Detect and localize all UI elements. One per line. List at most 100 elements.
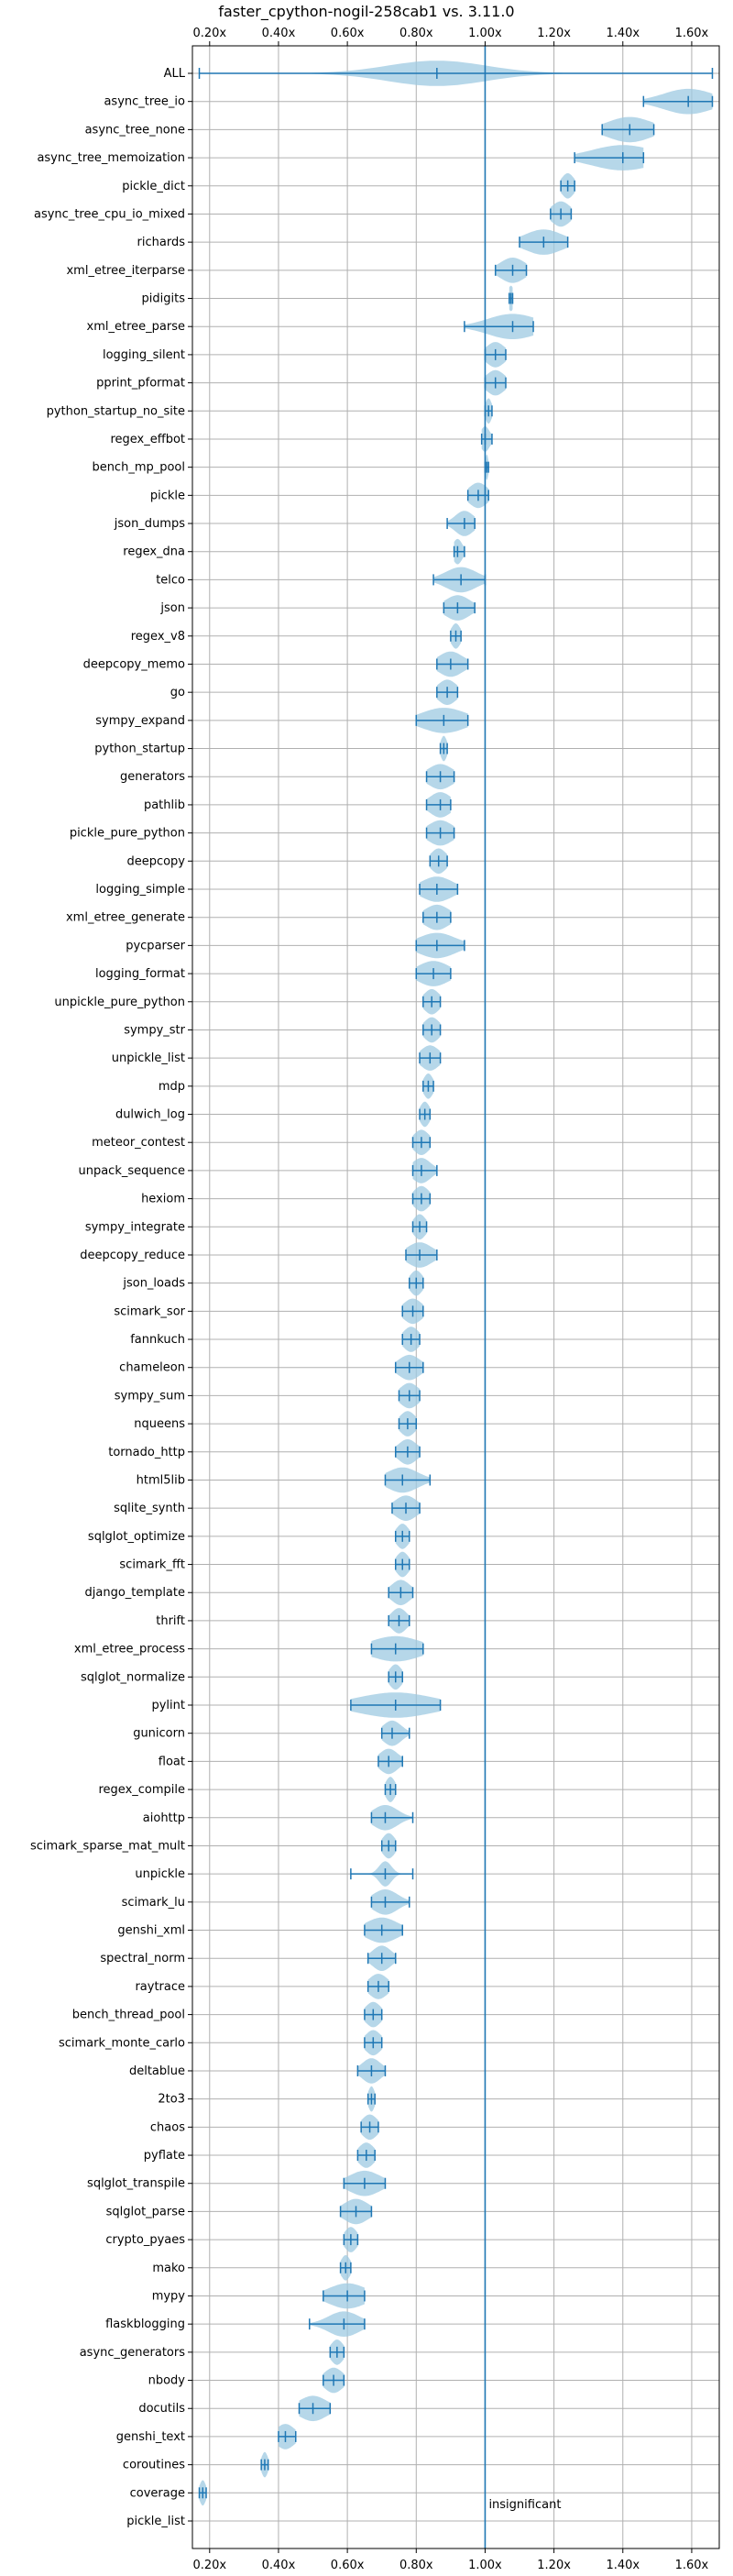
axis-layer: 0.20x 0.20x 0.40x 0.40x 0.60x 0.60x 0.80x 0.80x… <box>30 27 720 2572</box>
x-tick-label-bottom: 0.60x <box>331 2559 365 2572</box>
y-tick-label: chaos <box>150 2120 185 2134</box>
y-tick-label: float <box>159 1755 185 1768</box>
x-tick-label-top: 1.60x <box>675 27 709 40</box>
y-tick-label: async_generators <box>80 2346 186 2360</box>
y-tick-label: sympy_expand <box>95 714 185 728</box>
y-tick-label: sympy_str <box>124 1023 185 1037</box>
y-tick-label: sqlglot_optimize <box>88 1530 185 1544</box>
y-tick-label: unpack_sequence <box>78 1164 185 1178</box>
y-tick-label: go <box>170 686 185 699</box>
y-tick-label: pathlib <box>144 798 185 812</box>
y-tick-label: python_startup_no_site <box>47 404 185 418</box>
y-tick-label: deepcopy_memo <box>83 657 185 671</box>
y-tick-label: pycparser <box>126 939 185 952</box>
y-tick-label: tornado_http <box>108 1446 185 1459</box>
y-tick-label: thrift <box>156 1614 185 1628</box>
x-tick-label-bottom: 1.20x <box>537 2559 571 2572</box>
x-tick-label-top: 0.20x <box>192 27 226 40</box>
y-tick-label: scimark_lu <box>122 1896 185 1910</box>
y-tick-label: xml_etree_generate <box>66 911 185 925</box>
y-tick-label: pprint_pformat <box>96 377 185 391</box>
y-tick-label: async_tree_io <box>104 95 185 109</box>
y-tick-label: sqlglot_normalize <box>81 1670 185 1684</box>
y-tick-label: html5lib <box>137 1473 185 1487</box>
y-tick-label: dulwich_log <box>115 1108 185 1122</box>
y-tick-label: sympy_integrate <box>85 1220 185 1234</box>
y-tick-label: genshi_text <box>116 2430 185 2444</box>
y-tick-label: xml_etree_iterparse <box>66 264 185 278</box>
y-tick-label: pylint <box>151 1699 185 1712</box>
y-tick-label: scimark_monte_carlo <box>59 2036 185 2050</box>
insignificant-annotation: insignificant <box>488 2498 561 2512</box>
y-tick-label: pyflate <box>144 2149 185 2163</box>
x-tick-label-top: 1.40x <box>606 27 640 40</box>
y-tick-label: bench_thread_pool <box>72 2009 185 2022</box>
y-tick-label: pickle_dict <box>122 180 185 193</box>
y-tick-label: python_startup <box>94 743 185 756</box>
y-tick-label: chameleon <box>119 1361 185 1375</box>
y-tick-label: regex_effbot <box>110 433 185 446</box>
y-tick-label: deepcopy <box>126 854 185 868</box>
y-tick-label: crypto_pyaes <box>105 2233 185 2247</box>
y-tick-label: pickle_pure_python <box>70 827 185 841</box>
y-tick-label: unpickle <box>135 1867 185 1881</box>
y-tick-label: sqlglot_parse <box>106 2205 185 2218</box>
y-tick-label: logging_silent <box>103 348 185 362</box>
y-tick-label: mypy <box>152 2289 186 2303</box>
grid-layer <box>192 46 719 2548</box>
x-tick-label-top: 0.60x <box>331 27 365 40</box>
x-tick-label-top: 1.00x <box>468 27 502 40</box>
y-tick-label: regex_v8 <box>131 630 185 644</box>
y-tick-label: logging_format <box>95 967 185 981</box>
y-tick-label: async_tree_none <box>85 123 185 137</box>
y-tick-label: coroutines <box>123 2459 185 2472</box>
y-tick-label: scimark_sparse_mat_mult <box>30 1839 185 1853</box>
y-tick-label: telco <box>156 573 185 587</box>
x-tick-label-bottom: 1.00x <box>468 2559 502 2572</box>
y-tick-label: unpickle_pure_python <box>54 996 185 1009</box>
y-tick-label: mako <box>152 2262 185 2275</box>
y-tick-label: django_template <box>85 1586 185 1600</box>
y-tick-label: ALL <box>164 67 186 81</box>
y-tick-label: regex_compile <box>98 1783 185 1797</box>
y-tick-label: richards <box>137 236 186 249</box>
y-tick-label: sqlite_synth <box>114 1502 185 1515</box>
y-tick-label: xml_etree_parse <box>87 320 185 334</box>
y-tick-label: nbody <box>148 2374 186 2388</box>
y-tick-label: 2to3 <box>158 2093 185 2107</box>
y-tick-label: raytrace <box>135 1980 185 1994</box>
y-tick-label: json_dumps <box>114 517 185 531</box>
y-tick-label: spectral_norm <box>100 1952 185 1965</box>
y-tick-label: pickle <box>150 489 185 502</box>
y-tick-label: docutils <box>138 2402 185 2416</box>
plot-frame <box>191 45 720 2549</box>
x-tick-label-top: 0.80x <box>399 27 433 40</box>
y-tick-label: mdp <box>159 1080 185 1094</box>
x-tick-label-bottom: 0.40x <box>262 2559 296 2572</box>
y-tick-label: flaskblogging <box>105 2317 185 2331</box>
x-tick-label-bottom: 1.60x <box>675 2559 709 2572</box>
y-tick-label: unpickle_list <box>112 1051 185 1065</box>
y-tick-label: xml_etree_process <box>74 1643 185 1657</box>
y-tick-label: pickle_list <box>126 2515 185 2528</box>
y-tick-label: sympy_sum <box>115 1389 185 1403</box>
x-tick-label-bottom: 0.80x <box>399 2559 433 2572</box>
x-tick-label-top: 0.40x <box>262 27 296 40</box>
y-tick-label: sqlglot_transpile <box>87 2177 185 2191</box>
x-tick-label-bottom: 1.40x <box>606 2559 640 2572</box>
y-tick-label: gunicorn <box>133 1727 185 1741</box>
y-tick-label: scimark_sor <box>114 1305 185 1318</box>
x-tick-label-top: 1.20x <box>537 27 571 40</box>
y-tick-label: generators <box>120 770 185 784</box>
y-tick-label: json_loads <box>122 1277 185 1291</box>
y-tick-label: hexiom <box>141 1193 185 1206</box>
y-tick-label: scimark_fft <box>119 1558 185 1572</box>
y-tick-label: deepcopy_reduce <box>80 1249 185 1262</box>
y-tick-label: pidigits <box>142 292 186 306</box>
y-tick-label: nqueens <box>134 1417 185 1431</box>
y-tick-label: async_tree_cpu_io_mixed <box>34 207 185 221</box>
y-tick-label: json <box>159 601 185 615</box>
y-tick-label: logging_simple <box>95 883 185 897</box>
